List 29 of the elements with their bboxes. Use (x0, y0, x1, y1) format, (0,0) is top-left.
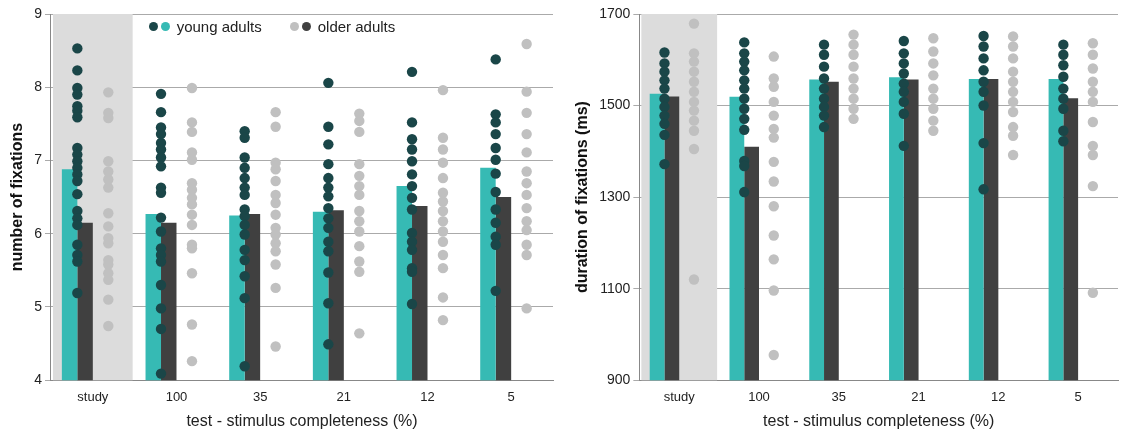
y-tick-label: 1700 (599, 4, 631, 21)
y-tick-label: 8 (34, 78, 43, 95)
x-tick-label: 5 (507, 388, 515, 404)
x-tick-label: study (663, 388, 696, 404)
x-tick-label: 100 (748, 388, 770, 404)
y-tick-label: 1100 (600, 279, 631, 296)
y-axis-title: duration of fixations (ms) (573, 101, 591, 294)
x-tick-label: study (77, 388, 109, 404)
y-tick-label: 6 (34, 224, 43, 241)
y-tick-label: 9 (34, 4, 43, 21)
x-tick-label: 12 (991, 388, 1006, 404)
y-tick-label: 1300 (599, 187, 631, 204)
x-tick-label: 35 (252, 388, 268, 404)
x-tick-label: 21 (336, 388, 352, 404)
y-tick-label: 1500 (599, 96, 631, 113)
y-tick-label: 7 (34, 151, 43, 168)
y-tick-label: 900 (606, 371, 631, 388)
x-tick-label: 5 (1074, 388, 1082, 404)
x-axis-title: test - stimulus completeness (%) (186, 411, 418, 429)
x-axis-title: test - stimulus completeness (%) (763, 411, 995, 429)
y-tick-label: 5 (34, 297, 43, 314)
y-axis-title: number of fixations (8, 122, 26, 272)
legend-label: older adults (317, 18, 396, 35)
legend-label: young adults (176, 18, 262, 35)
x-tick-label: 100 (165, 388, 188, 404)
x-tick-label: 21 (911, 388, 926, 404)
x-tick-label: 35 (831, 388, 847, 404)
y-tick-label: 4 (34, 371, 43, 388)
x-tick-label: 12 (420, 388, 435, 404)
